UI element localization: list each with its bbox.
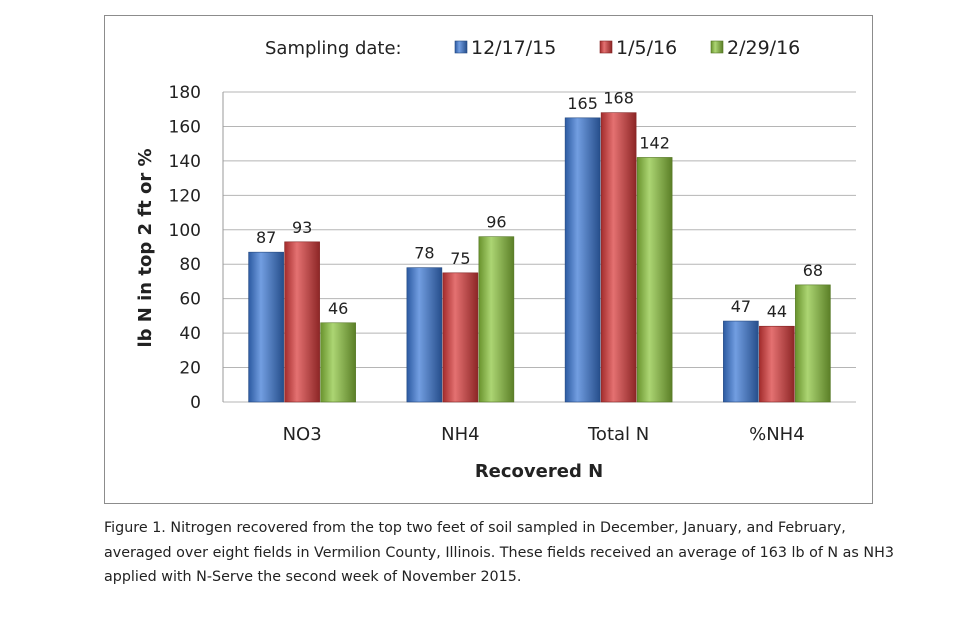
x-tick-label: %NH4 (749, 424, 805, 445)
legend-swatch (599, 40, 613, 54)
bars (248, 112, 831, 403)
y-tick-label: 180 (169, 83, 201, 103)
bar-12-17-15-NH4 (406, 267, 443, 403)
bar-12-17-15-NO3 (248, 251, 284, 403)
data-labels: 87 93 46 78 75 96 165 168 142 47 44 68 (256, 89, 823, 322)
bar-1-5-16-NO3 (284, 241, 320, 403)
y-tick-label: 100 (169, 221, 201, 241)
y-tick-label: 60 (179, 290, 201, 310)
y-axis-title: lb N in top 2 ft or % (135, 148, 156, 347)
data-label: 75 (450, 249, 470, 268)
bar-1-5-16-TotalN (600, 112, 637, 403)
y-tick-label: 0 (190, 393, 201, 413)
y-tick-label: 160 (169, 117, 201, 137)
y-tick-label: 40 (179, 324, 201, 344)
data-label: 93 (292, 218, 312, 237)
bar-12-17-15-TotalN (564, 117, 601, 403)
data-label: 165 (567, 94, 598, 113)
y-tick-label: 140 (169, 152, 201, 172)
data-label: 96 (486, 213, 506, 232)
legend-swatch (454, 40, 468, 54)
legend-title: Sampling date: (265, 38, 402, 59)
data-label: 44 (767, 302, 787, 321)
x-tick-labels: NO3 NH4 Total N %NH4 (283, 424, 805, 445)
figure-caption: Figure 1. Nitrogen recovered from the to… (104, 520, 894, 585)
data-label: 142 (639, 133, 670, 152)
y-tick-label: 20 (179, 359, 201, 379)
x-axis-title: Recovered N (475, 461, 603, 482)
data-label: 87 (256, 228, 276, 247)
data-label: 78 (414, 244, 434, 263)
bar-12-17-15-NH4 (723, 320, 759, 403)
bar-2-29-16-NH4 (795, 284, 831, 403)
legend-entry: 2/29/16 (727, 37, 800, 59)
y-tick-label: 80 (179, 255, 201, 275)
bar-chart: 0 20 40 60 80 100 120 140 160 180 87 93 46 78 75 96 165… (135, 37, 856, 482)
chart-frame: 0 20 40 60 80 100 120 140 160 180 87 93 46 78 75 96 165… (104, 15, 873, 504)
x-tick-label: NO3 (283, 424, 322, 445)
bar-2-29-16-NH4 (478, 236, 515, 403)
data-label: 168 (603, 89, 634, 108)
data-label: 68 (803, 261, 823, 280)
x-tick-label: Total N (587, 424, 649, 445)
legend-entry: 1/5/16 (616, 37, 677, 59)
data-label: 46 (328, 299, 348, 318)
data-label: 47 (731, 297, 751, 316)
bar-2-29-16-NO3 (320, 322, 356, 403)
legend: Sampling date: 12/17/15 1/5/16 2/29/16 (265, 37, 800, 59)
bar-1-5-16-NH4 (759, 325, 795, 403)
y-tick-labels: 0 20 40 60 80 100 120 140 160 180 (169, 83, 201, 413)
bar-2-29-16-TotalN (636, 157, 673, 403)
bar-1-5-16-NH4 (442, 272, 479, 403)
x-tick-label: NH4 (441, 424, 479, 445)
legend-entry: 12/17/15 (471, 37, 556, 59)
legend-swatch (710, 40, 724, 54)
y-tick-label: 120 (169, 186, 201, 206)
